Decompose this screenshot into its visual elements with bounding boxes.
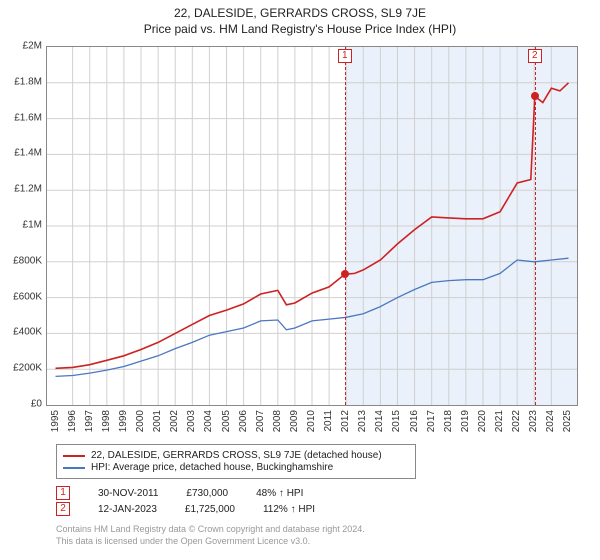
x-tick-label: 2013 [357,410,368,432]
txn-date-2: 12-JAN-2023 [98,504,157,515]
x-tick-label: 2025 [562,410,573,432]
txn-pct-1: 48% ↑ HPI [256,488,303,499]
legend-label-price: 22, DALESIDE, GERRARDS CROSS, SL9 7JE (d… [91,450,382,461]
plot-area: 12 [46,46,578,406]
price-dot [341,270,349,278]
legend-row-hpi: HPI: Average price, detached house, Buck… [63,462,409,473]
x-tick-label: 2024 [545,410,556,432]
transaction-marker: 2 [528,49,542,63]
y-tick-label: £1.6M [14,112,42,123]
txn-num-1: 1 [56,486,70,500]
legend-swatch-hpi [63,467,85,469]
y-tick-label: £600K [13,291,42,302]
x-tick-label: 2001 [152,410,163,432]
x-tick-label: 2020 [477,410,488,432]
y-tick-label: £1.8M [14,76,42,87]
txn-pct-2: 112% ↑ HPI [263,504,315,515]
title-sub: Price paid vs. HM Land Registry's House … [0,22,600,36]
legend-swatch-price [63,455,85,457]
x-tick-label: 2003 [186,410,197,432]
attribution-line1: Contains HM Land Registry data © Crown c… [56,524,365,536]
x-tick-label: 2022 [511,410,522,432]
x-tick-label: 2016 [409,410,420,432]
series-svg [47,47,577,405]
legend-box: 22, DALESIDE, GERRARDS CROSS, SL9 7JE (d… [56,444,416,479]
transaction-table: 1 30-NOV-2011 £730,000 48% ↑ HPI 2 12-JA… [56,484,315,518]
txn-price-1: £730,000 [186,488,228,499]
x-tick-label: 2009 [289,410,300,432]
x-tick-label: 2017 [426,410,437,432]
x-tick-label: 2015 [391,410,402,432]
price-dot [531,92,539,100]
x-tick-label: 1997 [84,410,95,432]
x-tick-label: 1995 [50,410,61,432]
x-tick-label: 2002 [169,410,180,432]
y-tick-label: £2M [23,41,42,52]
x-tick-label: 2010 [306,410,317,432]
y-tick-label: £1.2M [14,184,42,195]
txn-price-2: £1,725,000 [185,504,235,515]
titles: 22, DALESIDE, GERRARDS CROSS, SL9 7JE Pr… [0,0,600,36]
transaction-vline [345,47,346,405]
x-tick-label: 2007 [255,410,266,432]
y-tick-label: £1M [23,220,42,231]
legend-label-hpi: HPI: Average price, detached house, Buck… [91,462,333,473]
x-tick-label: 1999 [118,410,129,432]
x-tick-label: 2023 [528,410,539,432]
x-tick-label: 2000 [135,410,146,432]
x-tick-label: 2008 [272,410,283,432]
title-main: 22, DALESIDE, GERRARDS CROSS, SL9 7JE [0,6,600,20]
x-tick-label: 2005 [221,410,232,432]
attribution: Contains HM Land Registry data © Crown c… [56,524,365,547]
x-axis: 1995 1996 1997 1998 1999 2000 2001 2002 2003 2004… [46,406,578,442]
y-tick-label: £200K [13,363,42,374]
y-tick-label: £800K [13,255,42,266]
x-tick-label: 2004 [203,410,214,432]
chart-frame: 22, DALESIDE, GERRARDS CROSS, SL9 7JE Pr… [0,0,600,560]
attribution-line2: This data is licensed under the Open Gov… [56,536,365,548]
x-tick-label: 2011 [323,410,334,432]
x-tick-label: 1996 [67,410,78,432]
x-tick-label: 2019 [460,410,471,432]
x-tick-label: 2006 [238,410,249,432]
x-tick-label: 2012 [340,410,351,432]
transaction-vline [535,47,536,405]
x-tick-label: 2021 [494,410,505,432]
y-tick-label: £1.4M [14,148,42,159]
x-tick-label: 2018 [443,410,454,432]
table-row: 1 30-NOV-2011 £730,000 48% ↑ HPI [56,486,315,500]
transaction-marker: 1 [338,49,352,63]
x-tick-label: 2014 [374,410,385,432]
table-row: 2 12-JAN-2023 £1,725,000 112% ↑ HPI [56,502,315,516]
y-axis: £0£200K£400K£600K£800K£1M£1.2M£1.4M£1.6M… [0,46,44,406]
legend-row-price: 22, DALESIDE, GERRARDS CROSS, SL9 7JE (d… [63,450,409,461]
y-tick-label: £0 [31,399,42,410]
txn-num-2: 2 [56,502,70,516]
y-tick-label: £400K [13,327,42,338]
txn-date-1: 30-NOV-2011 [98,488,158,499]
x-tick-label: 1998 [101,410,112,432]
